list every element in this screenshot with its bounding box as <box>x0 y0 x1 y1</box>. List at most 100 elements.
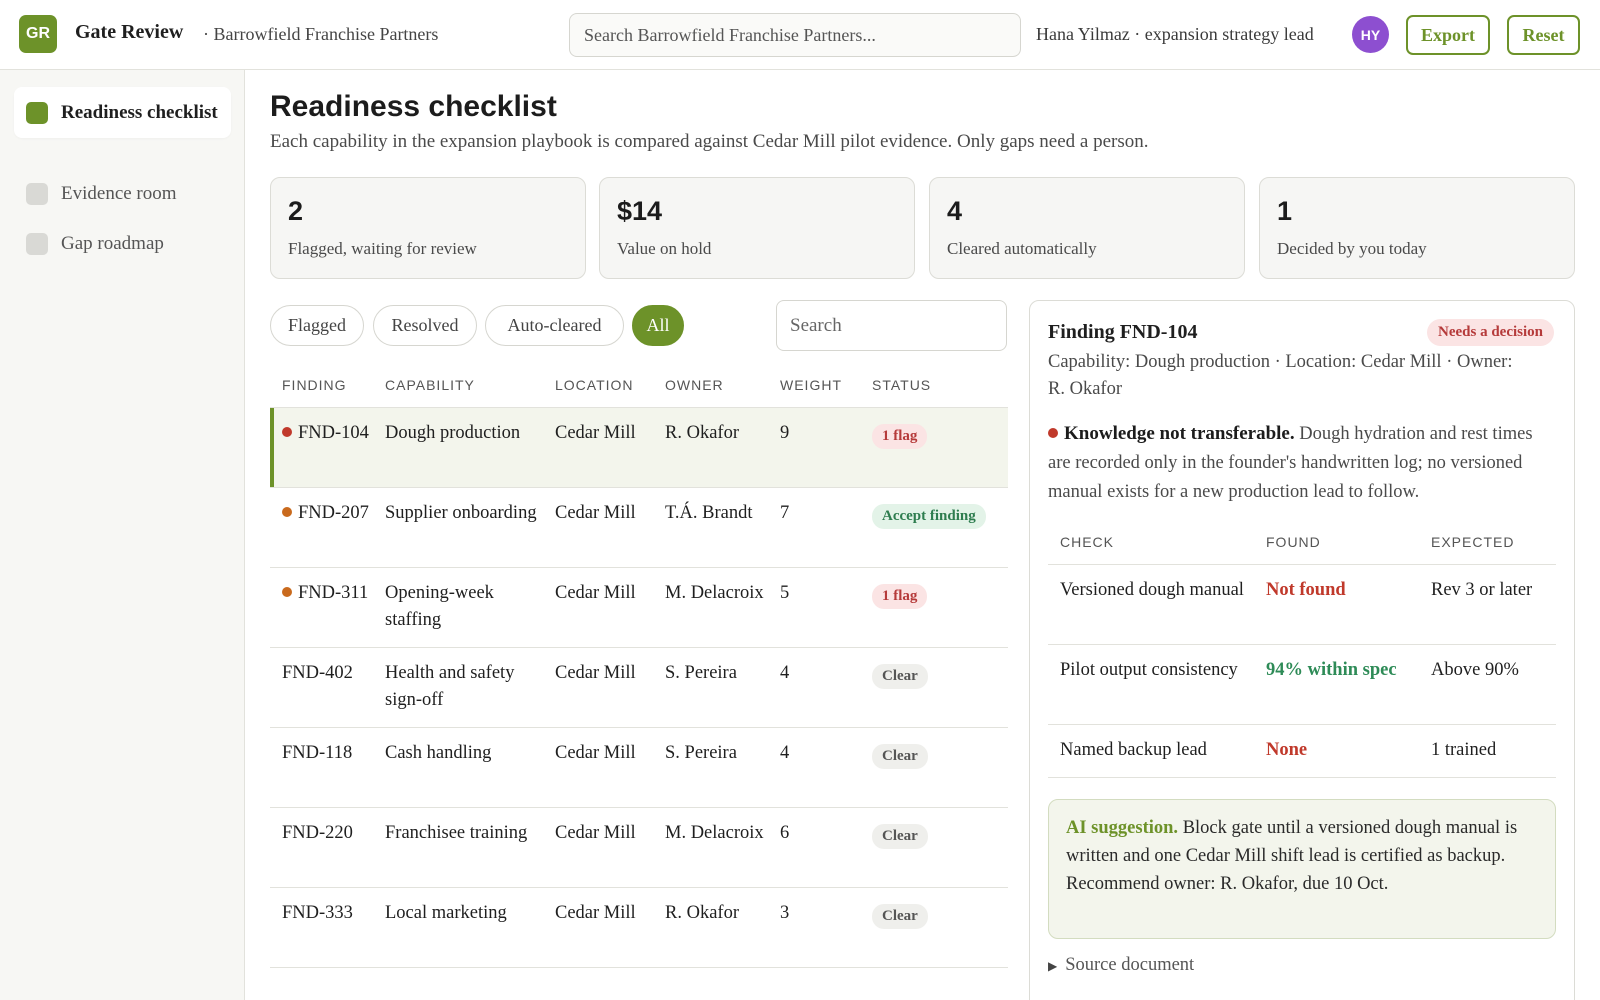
global-search-input[interactable] <box>569 13 1021 57</box>
ai-suggestion-box: AI suggestion. Block gate until a versio… <box>1048 799 1556 939</box>
page-title: Readiness checklist <box>270 90 557 123</box>
export-button[interactable]: Export <box>1406 15 1490 55</box>
table-row[interactable]: FND-207 Supplier onboarding Cedar Mill T.Á.… <box>270 488 1008 568</box>
status-cell: 1 flag <box>872 422 1008 449</box>
status-cell: Clear <box>872 742 1008 769</box>
weight-cell: 3 <box>780 903 790 923</box>
status-badge: Clear <box>872 664 928 689</box>
stat-card-decided: 1 Decided by you today <box>1259 177 1575 279</box>
checks-column-found: FOUND <box>1266 534 1321 550</box>
status-cell: Clear <box>872 822 1008 849</box>
capability-cell: Dough production <box>385 423 521 443</box>
check-row: Named backup lead None 1 trained <box>1048 725 1556 778</box>
finding-id: FND-311 <box>298 583 369 603</box>
nav-square-icon <box>26 233 48 255</box>
stat-label: Value on hold <box>617 239 712 258</box>
status-cell: Accept finding <box>872 502 1008 529</box>
user-label: Hana Yilmaz · expansion strategy lead <box>1036 24 1314 44</box>
reset-button[interactable]: Reset <box>1507 15 1580 55</box>
column-header-capability[interactable]: CAPABILITY <box>385 377 475 393</box>
status-badge[interactable]: Accept finding <box>872 504 986 529</box>
check-expected: Above 90% <box>1431 660 1519 680</box>
location-cell: Cedar Mill <box>555 743 636 763</box>
check-row: Versioned dough manual Not found Rev 3 o… <box>1048 565 1556 645</box>
status-badge: 1 flag <box>872 584 928 609</box>
location-cell: Cedar Mill <box>555 503 636 523</box>
owner-cell: S. Pereira <box>665 743 737 763</box>
severity-dot-icon <box>1048 428 1058 438</box>
table-row[interactable]: FND-220 Franchisee training Cedar Mill M. D… <box>270 808 1008 888</box>
sidebar-item-evidence-room[interactable]: Evidence room <box>14 168 231 219</box>
table-row[interactable]: FND-104 Dough production Cedar Mill R. Okaf… <box>270 408 1008 488</box>
status-cell: Clear <box>872 902 1008 929</box>
findings-table: FINDING CAPABILITY LOCATION OWNER WEIGHT… <box>270 362 1008 968</box>
check-found: None <box>1266 740 1308 760</box>
finding-id: FND-402 <box>282 663 353 683</box>
check-expected: Rev 3 or later <box>1431 580 1533 600</box>
app-logo: GR <box>19 15 57 53</box>
column-header-owner[interactable]: OWNER <box>665 377 724 393</box>
table-row[interactable]: FND-118 Cash handling Cedar Mill S. Pereira… <box>270 728 1008 808</box>
avatar[interactable]: HY <box>1352 16 1389 53</box>
stat-value: 4 <box>947 196 963 226</box>
stat-value: $14 <box>617 196 663 226</box>
finding-id: FND-104 <box>298 423 369 443</box>
status-badge: 1 flag <box>872 424 928 449</box>
owner-cell: S. Pereira <box>665 663 737 683</box>
weight-cell: 7 <box>780 503 790 523</box>
top-bar: GR Gate Review · Barrowfield Franchise P… <box>0 0 1600 70</box>
stat-label: Flagged, waiting for review <box>288 239 477 258</box>
sidebar-item-readiness-checklist[interactable]: Readiness checklist <box>14 87 231 138</box>
weight-cell: 4 <box>780 743 790 763</box>
filter-chip-resolved[interactable]: Resolved <box>373 305 477 346</box>
finding-id: FND-333 <box>282 903 353 923</box>
sidebar: Readiness checklist Evidence room Gap ro… <box>0 70 245 1000</box>
caret-right-icon: ▶ <box>1048 959 1058 973</box>
filter-chip-auto-cleared[interactable]: Auto-cleared <box>485 305 624 346</box>
finding-summary: Knowledge not transferable. Dough hydrat… <box>1048 419 1556 507</box>
sidebar-item-gap-roadmap[interactable]: Gap roadmap <box>14 218 231 269</box>
checks-column-check: CHECK <box>1060 534 1115 550</box>
filter-chip-all[interactable]: All <box>632 305 684 346</box>
location-cell: Cedar Mill <box>555 663 636 683</box>
column-header-finding[interactable]: FINDING <box>282 377 347 393</box>
stat-card-flagged: 2 Flagged, waiting for review <box>270 177 586 279</box>
stat-label: Cleared automatically <box>947 239 1097 258</box>
table-search-input[interactable] <box>776 300 1007 351</box>
finding-cell: FND-220 <box>282 820 372 847</box>
needs-decision-badge: Needs a decision <box>1427 319 1554 346</box>
filter-chip-flagged[interactable]: Flagged <box>270 305 364 346</box>
finding-body: Dough hydration and rest times are recor… <box>1048 424 1533 502</box>
owner-cell: M. Delacroix <box>665 823 764 843</box>
table-header: FINDING CAPABILITY LOCATION OWNER WEIGHT… <box>270 362 1008 408</box>
column-header-weight[interactable]: WEIGHT <box>780 377 842 393</box>
weight-cell: 5 <box>780 583 790 603</box>
checks-header: CHECK FOUND EXPECTED <box>1048 519 1556 565</box>
owner-cell: M. Delacroix <box>665 583 764 603</box>
source-document-toggle[interactable]: ▶ Source document <box>1048 955 1194 976</box>
severity-dot-icon <box>282 507 292 517</box>
table-row[interactable]: FND-311 Opening-week staffing Cedar Mill M.… <box>270 568 1008 648</box>
capability-cell: Health and safety sign-off <box>385 663 515 710</box>
stat-value: 2 <box>288 196 304 226</box>
table-row[interactable]: FND-333 Local marketing Cedar Mill R. Okafo… <box>270 888 1008 968</box>
capability-cell: Opening-week staffing <box>385 583 494 630</box>
capability-cell: Cash handling <box>385 743 492 763</box>
sidebar-item-label: Gap roadmap <box>61 233 164 254</box>
location-cell: Cedar Mill <box>555 583 636 603</box>
column-header-status[interactable]: STATUS <box>872 377 932 393</box>
checks-column-expected: EXPECTED <box>1431 534 1515 550</box>
severity-dot-icon <box>282 427 292 437</box>
status-badge: Clear <box>872 824 928 849</box>
nav-square-icon <box>26 183 48 205</box>
location-cell: Cedar Mill <box>555 423 636 443</box>
weight-cell: 4 <box>780 663 790 683</box>
capability-cell: Local marketing <box>385 903 507 923</box>
stat-label: Decided by you today <box>1277 239 1427 258</box>
table-row[interactable]: FND-402 Health and safety sign-off Cedar M… <box>270 648 1008 728</box>
capability-cell: Supplier onboarding <box>385 503 537 523</box>
column-header-location[interactable]: LOCATION <box>555 377 634 393</box>
finding-id: FND-207 <box>298 503 369 523</box>
location-cell: Cedar Mill <box>555 903 636 923</box>
finding-id: FND-118 <box>282 743 353 763</box>
